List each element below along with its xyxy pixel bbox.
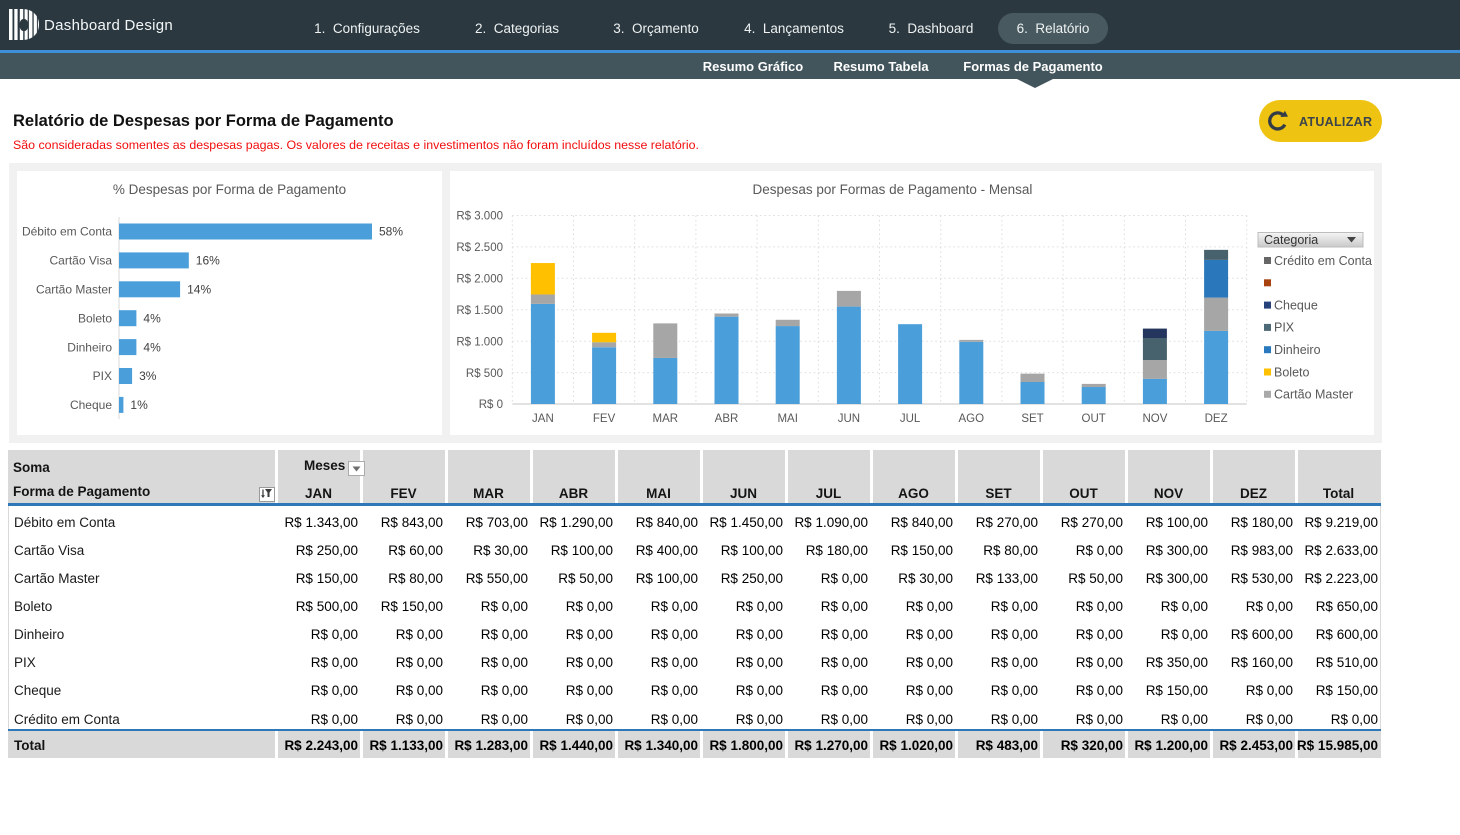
- svg-text:Categoria: Categoria: [1264, 233, 1318, 247]
- svg-text:MAI: MAI: [777, 413, 797, 425]
- svg-text:NOV: NOV: [1142, 413, 1167, 425]
- svg-text:MAR: MAR: [653, 413, 679, 425]
- svg-text:AGO: AGO: [959, 413, 985, 425]
- svg-text:Boleto: Boleto: [78, 311, 112, 325]
- svg-text:Boleto: Boleto: [1274, 365, 1309, 379]
- svg-text:4%: 4%: [143, 340, 161, 354]
- svg-text:Débito em Conta: Débito em Conta: [22, 225, 112, 239]
- svg-text:ABR: ABR: [715, 413, 739, 425]
- svg-text:3%: 3%: [139, 369, 157, 383]
- svg-text:Cartão Visa: Cartão Visa: [50, 254, 113, 268]
- svg-text:Cheque: Cheque: [1274, 298, 1318, 312]
- svg-text:R$ 0: R$ 0: [479, 399, 503, 411]
- svg-text:4%: 4%: [143, 311, 161, 325]
- svg-text:R$ 2.000: R$ 2.000: [456, 274, 503, 286]
- svg-text:16%: 16%: [196, 254, 220, 268]
- svg-text:1%: 1%: [130, 398, 148, 412]
- svg-text:R$ 3.000: R$ 3.000: [456, 211, 503, 223]
- svg-text:PIX: PIX: [1274, 321, 1295, 335]
- svg-text:FEV: FEV: [593, 413, 616, 425]
- svg-text:Cheque: Cheque: [70, 398, 112, 412]
- svg-text:OUT: OUT: [1082, 413, 1106, 425]
- svg-text:Cartão Master: Cartão Master: [1274, 388, 1353, 402]
- svg-text:Cartão Master: Cartão Master: [36, 283, 112, 297]
- svg-text:Crédito em Conta: Crédito em Conta: [1274, 254, 1372, 268]
- svg-text:JUL: JUL: [900, 413, 921, 425]
- svg-text:Dinheiro: Dinheiro: [1274, 343, 1321, 357]
- svg-text:R$ 1.000: R$ 1.000: [456, 336, 503, 348]
- svg-text:JUN: JUN: [838, 413, 860, 425]
- svg-text:JAN: JAN: [532, 413, 554, 425]
- svg-text:SET: SET: [1021, 413, 1043, 425]
- svg-text:PIX: PIX: [93, 369, 112, 383]
- svg-text:DEZ: DEZ: [1205, 413, 1228, 425]
- svg-text:R$ 1.500: R$ 1.500: [456, 305, 503, 317]
- svg-text:R$ 2.500: R$ 2.500: [456, 242, 503, 254]
- svg-text:58%: 58%: [379, 225, 403, 239]
- svg-text:Dinheiro: Dinheiro: [67, 340, 112, 354]
- svg-text:R$ 500: R$ 500: [466, 368, 503, 380]
- svg-text:14%: 14%: [187, 283, 211, 297]
